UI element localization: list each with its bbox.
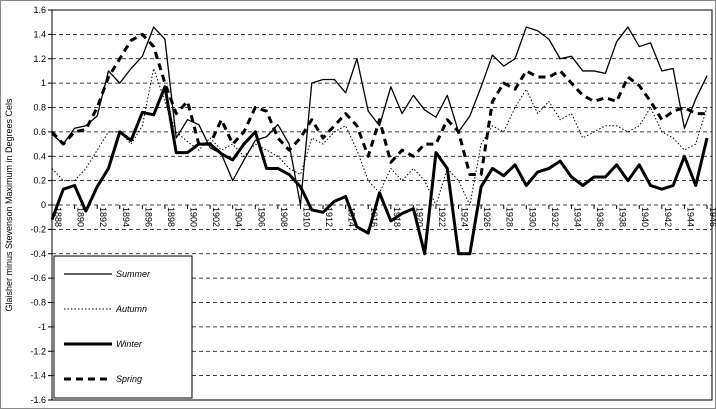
x-tick-label: 1908 <box>279 207 289 227</box>
x-tick-label: 1896 <box>143 207 153 227</box>
y-tick-label: 0.4 <box>33 151 46 161</box>
x-tick-label: 1920 <box>414 207 424 227</box>
y-tick-label: 1.4 <box>33 29 46 39</box>
x-tick-label: 1932 <box>550 207 560 227</box>
x-tick-label: 1940 <box>640 207 650 227</box>
y-tick-label: 0.8 <box>33 103 46 113</box>
x-tick-label: 1936 <box>595 207 605 227</box>
series-line <box>50 32 707 177</box>
x-tick-label: 1934 <box>572 207 582 227</box>
legend-box <box>53 255 193 399</box>
x-tick-label: 1906 <box>256 207 266 227</box>
x-tick-label: 1946 <box>708 207 716 227</box>
legend: Summer Autumn Winter Spring <box>53 255 193 399</box>
y-tick-label: -1.6 <box>30 395 46 405</box>
y-tick-label: -1.2 <box>30 346 46 356</box>
legend-label: Winter <box>116 339 143 349</box>
y-tick-label: 1 <box>41 78 46 88</box>
x-tick-label: 1942 <box>663 207 673 227</box>
y-tick-label: 1.2 <box>33 54 46 64</box>
x-tick-label: 1892 <box>98 207 108 227</box>
x-tick-label: 1938 <box>618 207 628 227</box>
x-tick-label: 1900 <box>189 207 199 227</box>
x-tick-label: 1926 <box>482 207 492 227</box>
x-tick-label: 1890 <box>76 207 86 227</box>
x-tick-label: 1944 <box>685 207 695 227</box>
x-tick-label: 1898 <box>166 207 176 227</box>
x-tick-label: 1924 <box>460 207 470 227</box>
y-tick-label: -0.8 <box>30 298 46 308</box>
legend-label: Autumn <box>115 304 147 314</box>
legend-label: Summer <box>116 269 151 279</box>
x-tick-label: 1912 <box>324 207 334 227</box>
x-tick-label: 1930 <box>527 207 537 227</box>
y-tick-label: -1.4 <box>30 371 46 381</box>
y-tick-label: 0.2 <box>33 176 46 186</box>
series-line <box>51 26 708 206</box>
x-tick-label: 1902 <box>211 207 221 227</box>
y-tick-label: -0.2 <box>30 224 46 234</box>
y-tick-label: 1.6 <box>33 5 46 15</box>
y-tick-label: 0.6 <box>33 127 46 137</box>
x-tick-label: 1904 <box>234 207 244 227</box>
series-line <box>50 85 709 256</box>
x-tick-label: 1894 <box>121 207 131 227</box>
x-tick-label: 1922 <box>437 207 447 227</box>
x-tick-label: 1914 <box>347 207 357 227</box>
legend-label: Spring <box>116 374 142 384</box>
x-tick-label: 1928 <box>505 207 515 227</box>
y-tick-label: 0 <box>41 200 46 210</box>
y-tick-label: -1 <box>38 322 46 332</box>
x-tick-label: 1910 <box>301 207 311 227</box>
y-axis-label: Glaisher minus Stevenson Maximum in Degr… <box>4 98 14 312</box>
y-tick-label: -0.6 <box>30 273 46 283</box>
x-tick-label: 1888 <box>53 207 63 227</box>
series-line <box>51 68 708 206</box>
y-tick-label: -0.4 <box>30 249 46 259</box>
